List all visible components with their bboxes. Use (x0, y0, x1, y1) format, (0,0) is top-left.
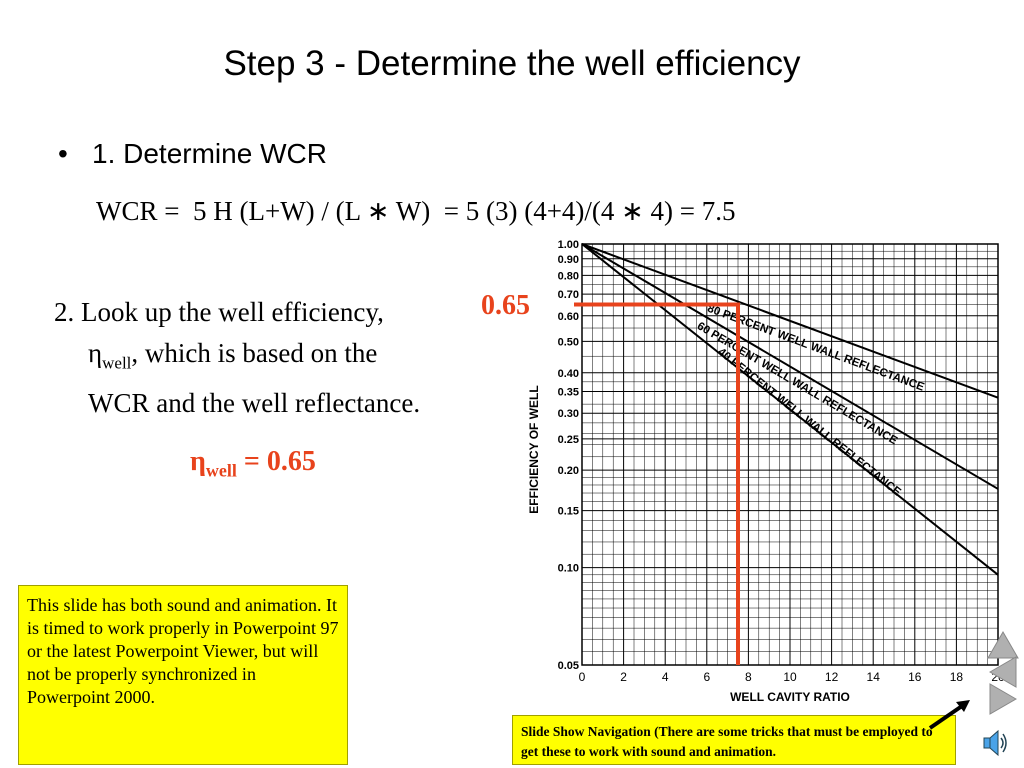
x-tick-label: 6 (703, 670, 710, 684)
y-tick-label: 0.50 (558, 336, 579, 348)
navigation-note: Slide Show Navigation (There are some tr… (512, 715, 956, 765)
eta-result-subscript: well (205, 460, 237, 481)
x-tick-label: 10 (783, 670, 797, 684)
lookup-paragraph: 2. Look up the well efficiency, ηwell, w… (54, 292, 420, 424)
x-tick-label: 14 (867, 670, 881, 684)
bullet-item: • 1. Determine WCR (58, 138, 327, 170)
speaker-icon[interactable] (982, 728, 1010, 758)
lookup-line-2: ηwell, which is based on the (54, 333, 420, 383)
eta-result-symbol: η (190, 446, 206, 477)
up-triangle-icon[interactable] (986, 630, 1020, 660)
eta-symbol: η (88, 338, 103, 368)
x-tick-label: 12 (825, 670, 839, 684)
series-line (581, 243, 999, 399)
y-tick-label: 0.80 (558, 270, 579, 282)
sound-animation-note: This slide has both sound and animation.… (18, 585, 348, 765)
series-line (581, 243, 999, 576)
lookup-line-1: 2. Look up the well efficiency, (54, 297, 384, 327)
x-tick-label: 4 (662, 670, 669, 684)
y-tick-label: 0.90 (558, 254, 579, 266)
y-tick-label: 0.20 (558, 465, 579, 477)
y-tick-label: 0.40 (558, 368, 579, 380)
x-axis-label: WELL CAVITY RATIO (730, 690, 850, 704)
eta-result: ηwell = 0.65 (190, 446, 316, 482)
y-tick-label: 0.05 (558, 660, 579, 672)
bullet-marker: • (58, 138, 68, 169)
y-tick-label: 0.25 (558, 434, 579, 446)
y-tick-label: 0.10 (558, 563, 579, 575)
y-tick-label: 0.35 (558, 387, 579, 399)
y-tick-label: 0.30 (558, 408, 579, 420)
y-tick-label: 0.60 (558, 311, 579, 323)
eta-subscript: well (102, 353, 132, 373)
x-tick-label: 8 (745, 670, 752, 684)
y-tick-label: 1.00 (558, 239, 579, 251)
bullet-text: 1. Determine WCR (92, 138, 327, 169)
y-axis-label: EFFICIENCY OF WELL (527, 385, 541, 513)
annotation-line (574, 302, 740, 665)
series-line (581, 243, 999, 490)
efficiency-value-label: 0.65 (481, 290, 530, 321)
x-tick-label: 0 (579, 670, 586, 684)
x-tick-label: 16 (908, 670, 922, 684)
lookup-line-3: WCR and the well reflectance. (88, 388, 421, 419)
y-tick-label: 0.70 (558, 289, 579, 301)
slide-title: Step 3 - Determine the well efficiency (223, 44, 801, 83)
x-tick-label: 18 (950, 670, 964, 684)
right-triangle-icon[interactable] (988, 682, 1018, 716)
eta-result-value: = 0.65 (236, 446, 316, 477)
wcr-formula: WCR = 5 H (L+W) / (L ∗ W) = 5 (3) (4+4)/… (96, 196, 736, 226)
plot-frame (581, 243, 999, 666)
left-triangle-icon[interactable] (988, 655, 1018, 689)
x-tick-label: 2 (620, 670, 627, 684)
y-tick-label: 0.15 (558, 506, 579, 518)
lookup-line-2-text: , which is based on the (131, 338, 378, 368)
arrow-icon (928, 700, 970, 730)
